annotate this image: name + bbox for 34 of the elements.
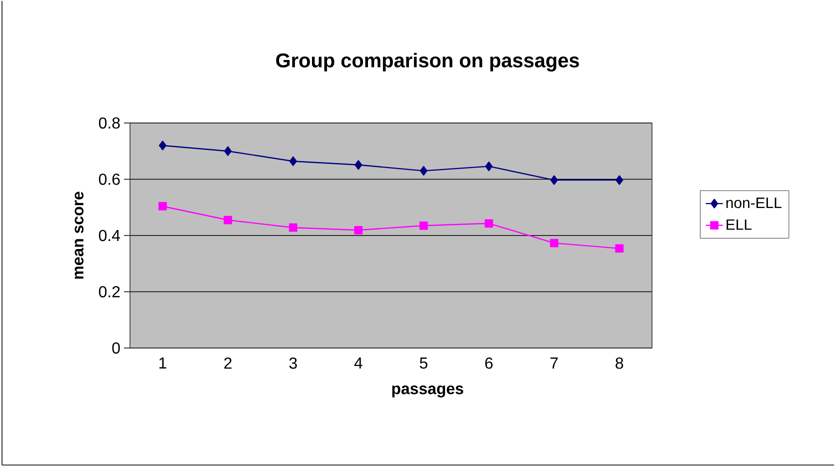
legend-label: non-ELL bbox=[726, 198, 782, 208]
point bbox=[420, 166, 428, 176]
point bbox=[615, 244, 624, 253]
legend-label: ELL bbox=[726, 219, 752, 230]
point bbox=[419, 221, 428, 230]
y-axis-title: mean score bbox=[74, 192, 84, 279]
point bbox=[354, 160, 362, 170]
point bbox=[550, 175, 558, 185]
point bbox=[616, 175, 624, 185]
x-axis-title: passages bbox=[392, 386, 464, 398]
point bbox=[484, 219, 494, 228]
point bbox=[158, 140, 166, 150]
x-tick-label: 6 bbox=[485, 358, 493, 369]
point bbox=[354, 226, 363, 234]
x-tick-label: 5 bbox=[420, 358, 428, 369]
x-tick-label: 4 bbox=[354, 358, 362, 368]
point bbox=[288, 223, 298, 232]
point bbox=[224, 146, 232, 156]
y-tick-label: 0.8 bbox=[98, 117, 120, 129]
x-tick-label: 3 bbox=[289, 358, 297, 369]
x-tick-label: 8 bbox=[616, 358, 624, 369]
y-tick-label: 0.6 bbox=[98, 174, 120, 185]
chart-title: Group comparison on passages bbox=[276, 52, 579, 72]
point bbox=[224, 216, 232, 224]
point bbox=[158, 202, 167, 210]
point bbox=[289, 156, 297, 166]
y-tick-label: 0 bbox=[112, 342, 120, 354]
x-tick-label: 1 bbox=[159, 358, 166, 368]
y-tick-label: 0.4 bbox=[98, 230, 120, 242]
point bbox=[550, 238, 558, 248]
y-tick-label: 0.2 bbox=[98, 286, 120, 298]
x-tick-label: 2 bbox=[224, 358, 232, 369]
x-tick-label: 7 bbox=[550, 358, 558, 368]
point bbox=[485, 162, 493, 172]
